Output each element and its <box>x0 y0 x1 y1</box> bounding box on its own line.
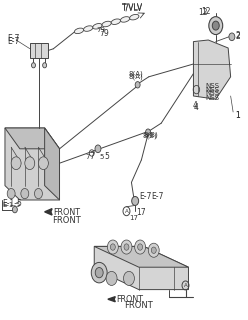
Polygon shape <box>30 43 48 58</box>
Polygon shape <box>193 40 231 99</box>
Circle shape <box>34 188 42 199</box>
Text: 1: 1 <box>236 111 240 120</box>
Text: FRONT: FRONT <box>117 295 144 304</box>
Ellipse shape <box>93 24 102 29</box>
Text: NSS: NSS <box>206 84 220 89</box>
Circle shape <box>43 63 47 68</box>
Ellipse shape <box>130 14 139 20</box>
Polygon shape <box>108 297 115 302</box>
Polygon shape <box>94 246 188 290</box>
Text: T/VLV: T/VLV <box>122 3 143 12</box>
Text: 7: 7 <box>86 154 90 160</box>
Text: NSS: NSS <box>206 95 220 100</box>
Text: FRONT: FRONT <box>52 216 81 225</box>
Text: 4: 4 <box>193 103 198 112</box>
Text: E-7: E-7 <box>139 192 152 201</box>
Circle shape <box>21 188 29 199</box>
Text: 4: 4 <box>192 101 197 110</box>
Text: 8(B): 8(B) <box>143 133 157 139</box>
Polygon shape <box>94 246 188 267</box>
Circle shape <box>25 157 35 170</box>
Text: E-1-5: E-1-5 <box>2 199 22 208</box>
Ellipse shape <box>102 21 111 27</box>
Circle shape <box>107 240 118 254</box>
Circle shape <box>11 157 21 170</box>
Text: E-7: E-7 <box>7 37 20 46</box>
Ellipse shape <box>74 28 84 34</box>
Circle shape <box>132 196 139 205</box>
Circle shape <box>91 262 107 283</box>
Circle shape <box>229 33 235 41</box>
Text: E-1-5: E-1-5 <box>2 202 21 208</box>
Text: E-7: E-7 <box>7 34 20 43</box>
Circle shape <box>146 129 151 135</box>
Text: 12: 12 <box>198 8 208 17</box>
Circle shape <box>110 244 115 250</box>
Circle shape <box>121 240 132 254</box>
Text: 17: 17 <box>136 208 146 217</box>
Circle shape <box>209 17 223 35</box>
Text: 8(A): 8(A) <box>129 70 144 77</box>
Circle shape <box>38 157 48 170</box>
Circle shape <box>106 271 117 285</box>
Circle shape <box>12 206 17 213</box>
Polygon shape <box>45 128 60 200</box>
Circle shape <box>95 145 101 153</box>
Text: FRONT: FRONT <box>124 301 153 310</box>
Text: 79: 79 <box>99 29 109 38</box>
Text: A: A <box>184 283 187 288</box>
Circle shape <box>212 21 219 30</box>
Text: 2: 2 <box>236 31 240 40</box>
Circle shape <box>95 268 103 278</box>
Text: 8(B): 8(B) <box>144 131 158 138</box>
Circle shape <box>124 271 134 285</box>
Polygon shape <box>5 128 60 200</box>
Text: 79: 79 <box>97 28 106 33</box>
Text: 8(A): 8(A) <box>129 74 144 80</box>
Circle shape <box>138 244 143 250</box>
Circle shape <box>124 244 129 250</box>
Text: 5: 5 <box>104 152 109 161</box>
Text: 5: 5 <box>99 154 104 160</box>
Text: NSS: NSS <box>206 90 220 96</box>
Text: E-7: E-7 <box>151 192 164 201</box>
Polygon shape <box>45 209 52 215</box>
Text: T/VLV: T/VLV <box>122 4 143 12</box>
Text: 7: 7 <box>89 152 94 161</box>
Text: NSS: NSS <box>206 87 220 92</box>
Circle shape <box>31 63 35 68</box>
Polygon shape <box>5 128 60 149</box>
Text: 12: 12 <box>201 7 210 16</box>
Circle shape <box>7 188 15 199</box>
Text: FRONT: FRONT <box>53 208 80 217</box>
Circle shape <box>151 247 156 253</box>
Text: 2: 2 <box>236 32 240 41</box>
Ellipse shape <box>84 26 93 31</box>
Text: A: A <box>124 209 128 214</box>
Text: 1: 1 <box>236 111 240 120</box>
Circle shape <box>135 240 146 254</box>
Ellipse shape <box>121 17 130 22</box>
Circle shape <box>148 243 159 257</box>
Circle shape <box>135 82 140 88</box>
Text: 17: 17 <box>129 215 138 220</box>
Ellipse shape <box>111 19 121 24</box>
